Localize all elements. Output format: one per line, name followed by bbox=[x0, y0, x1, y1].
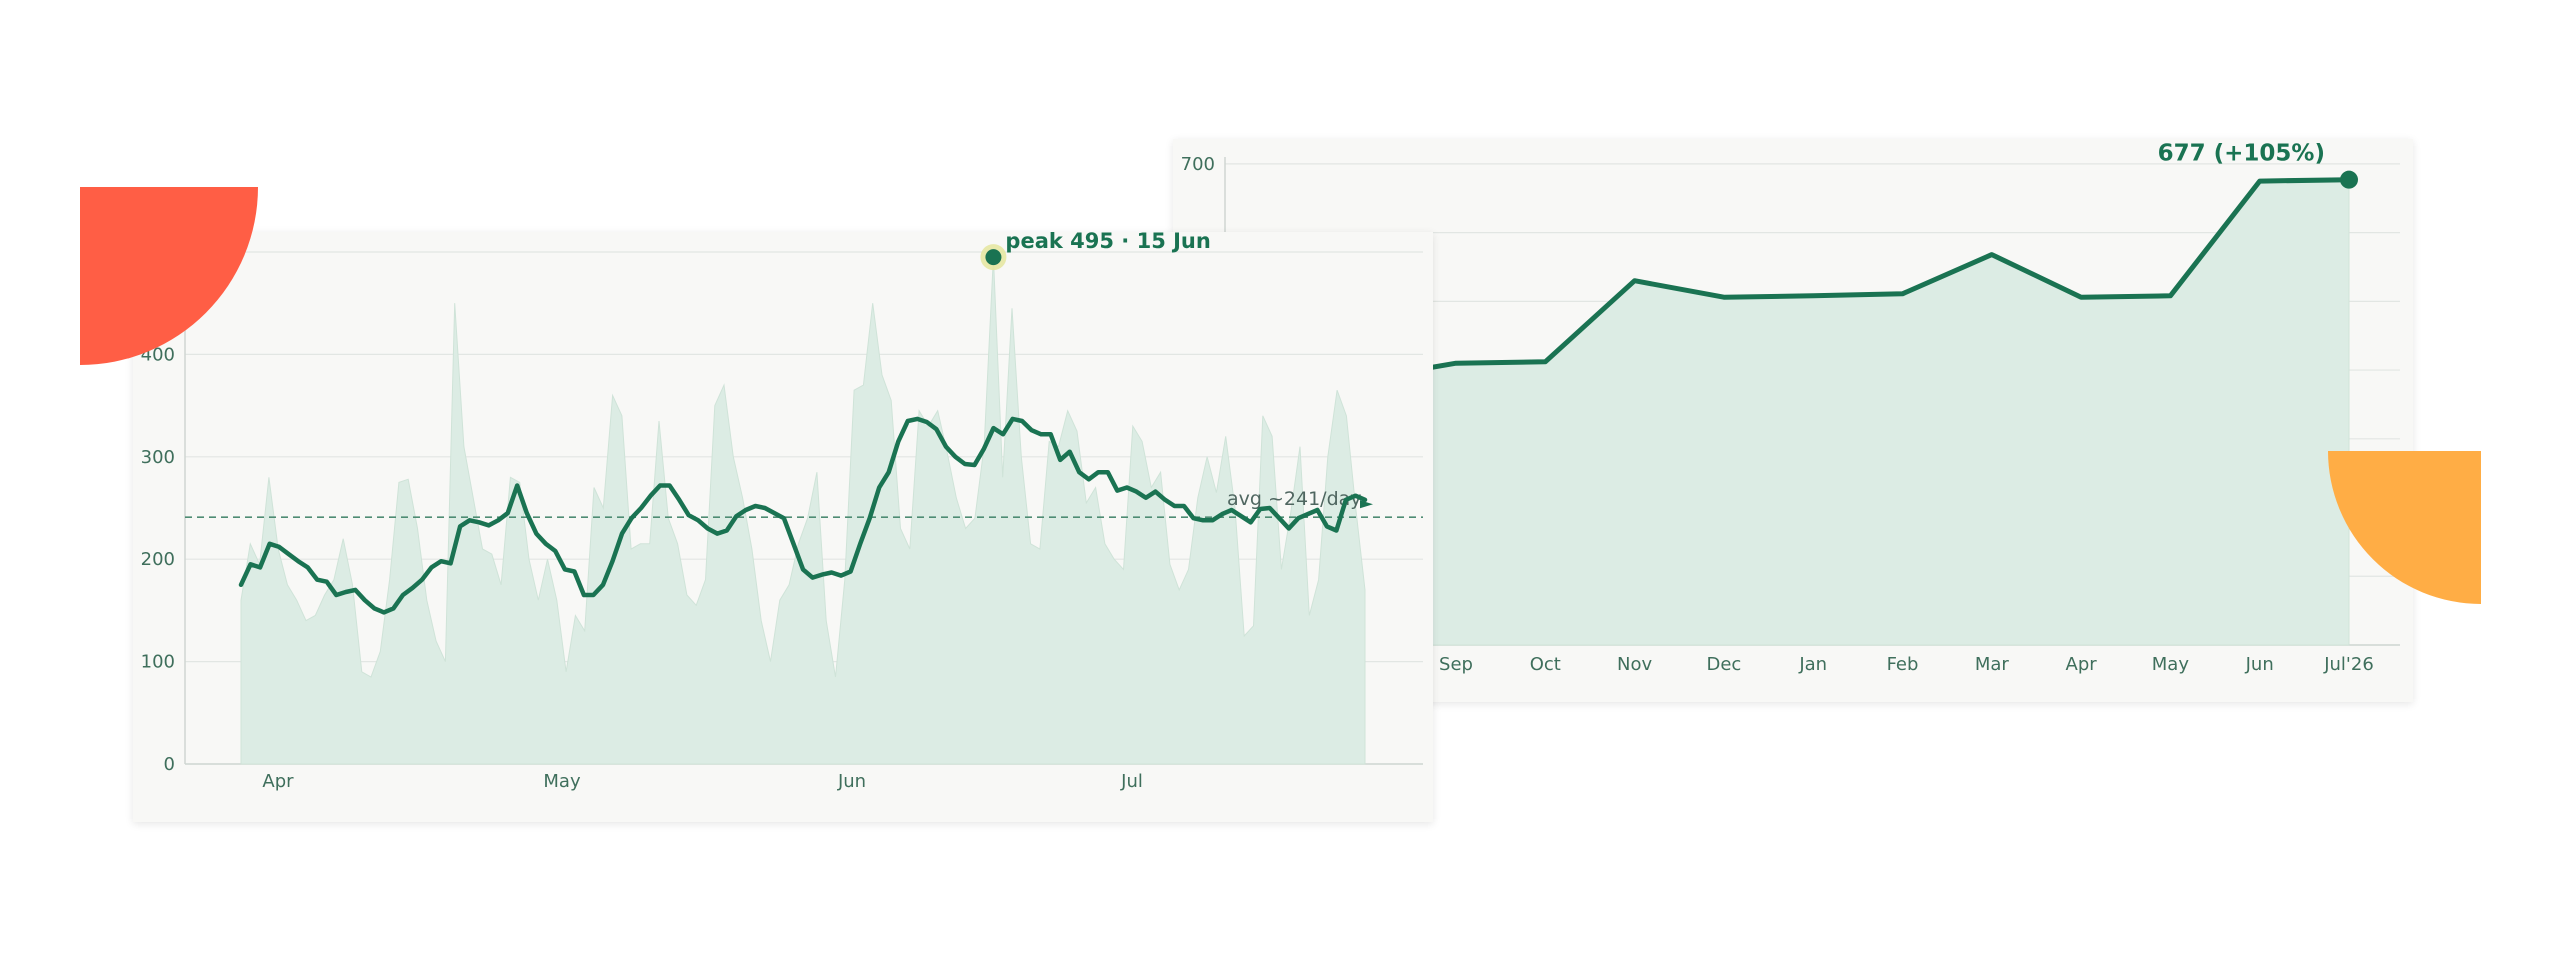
y-tick-label: 100 bbox=[141, 652, 175, 673]
orange-quarter-circle-decoration bbox=[2328, 451, 2481, 604]
x-tick-label: Jun bbox=[2245, 654, 2274, 675]
peak-annotation: peak 495 · 15 Jun bbox=[1005, 232, 1210, 253]
x-tick-label: Jul bbox=[1120, 771, 1143, 792]
daily-area-series bbox=[240, 257, 1366, 765]
monthly-line bbox=[1333, 177, 2352, 387]
x-tick-label: Dec bbox=[1706, 654, 1741, 675]
x-tick-label: Feb bbox=[1887, 654, 1919, 675]
peak-marker bbox=[985, 249, 1002, 266]
end-marker bbox=[2340, 170, 2358, 189]
x-tick-label: Sep bbox=[1439, 654, 1473, 675]
average-arrow-icon bbox=[1360, 500, 1373, 509]
y-tick-label: 0 bbox=[164, 754, 175, 775]
x-tick-label: Mar bbox=[1975, 654, 2010, 675]
x-tick-label: Apr bbox=[2066, 654, 2098, 675]
x-tick-label: Jun bbox=[837, 771, 866, 792]
x-tick-label: Nov bbox=[1617, 654, 1652, 675]
y-tick-label: 200 bbox=[141, 549, 175, 570]
x-tick-label: Jul'26 bbox=[2323, 654, 2374, 675]
monthly-area bbox=[1335, 179, 2350, 646]
x-tick-label: Apr bbox=[262, 771, 294, 792]
x-tick-label: Oct bbox=[1530, 654, 1561, 675]
x-tick-label: May bbox=[543, 771, 581, 792]
daily-smoothed-line bbox=[238, 416, 1368, 615]
average-label: avg ~241/day bbox=[1227, 488, 1362, 510]
x-tick-label: May bbox=[2152, 654, 2190, 675]
y-tick-label: 700 bbox=[1181, 154, 1215, 175]
x-tick-label: Jan bbox=[1798, 654, 1827, 675]
y-tick-label: 300 bbox=[141, 447, 175, 468]
end-annotation: 677 (+105%) bbox=[2158, 141, 2325, 167]
red-quarter-circle-decoration bbox=[80, 187, 258, 365]
daily-chart-card: 0 100 200 300 400 Apr May Jun Jul avg ~241/day pea… bbox=[133, 232, 1433, 822]
